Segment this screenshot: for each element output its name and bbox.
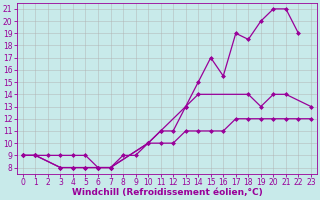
X-axis label: Windchill (Refroidissement éolien,°C): Windchill (Refroidissement éolien,°C) (72, 188, 262, 197)
